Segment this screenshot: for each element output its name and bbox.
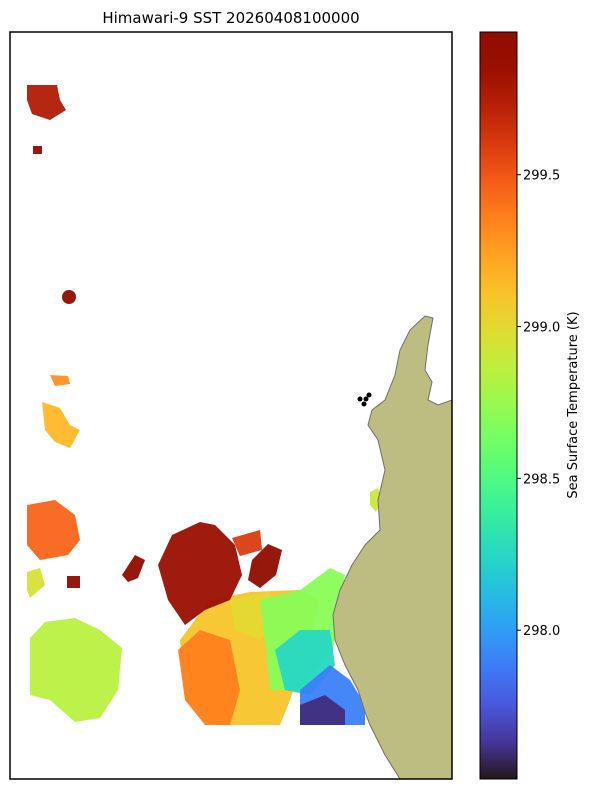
sst-patch xyxy=(158,522,242,625)
map-frame xyxy=(9,31,453,780)
sst-patch xyxy=(50,375,70,386)
colorbar xyxy=(479,31,518,780)
marker xyxy=(357,396,363,402)
colorbar-label: Sea Surface Temperature (K) xyxy=(566,311,581,498)
marker xyxy=(366,392,372,398)
colorbar-tick-label: 298.5 xyxy=(523,472,560,487)
sst-patch xyxy=(178,630,240,725)
land xyxy=(332,315,452,779)
sst-patch xyxy=(42,402,80,448)
marker xyxy=(363,396,369,402)
marker xyxy=(361,401,367,407)
sst-patch xyxy=(67,576,80,588)
sst-patch xyxy=(232,530,262,556)
chart-title: Himawari-9 SST 20260408100000 xyxy=(102,9,359,27)
sst-patch xyxy=(27,500,80,560)
sst-patch xyxy=(27,85,66,120)
colorbar-tick-label: 299.5 xyxy=(523,169,560,184)
sst-patch xyxy=(30,618,122,722)
colorbar-tick-label: 299.0 xyxy=(523,321,560,336)
sst-patch xyxy=(27,568,45,598)
colorbar-tick-label: 298.0 xyxy=(523,624,560,639)
sst-field xyxy=(27,85,452,779)
sst-patch xyxy=(62,290,76,304)
sst-patch xyxy=(248,544,282,588)
sst-patch xyxy=(33,146,42,154)
sst-patch xyxy=(122,555,145,582)
sst-patch xyxy=(300,695,345,725)
